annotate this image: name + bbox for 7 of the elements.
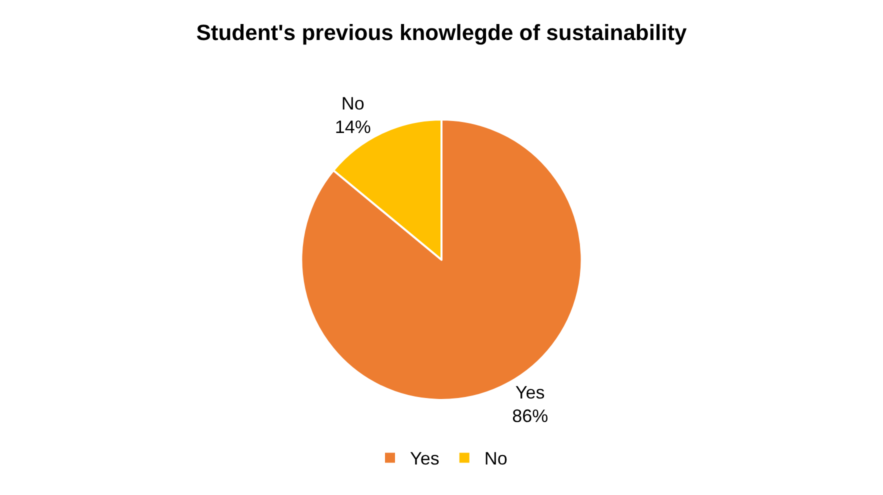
legend-label: Yes — [410, 448, 440, 469]
legend-label: No — [484, 448, 508, 469]
data-label: 86% — [512, 406, 548, 426]
chart-title: Student's previous knowlegde of sustainability — [196, 20, 688, 46]
data-label: 14% — [334, 116, 371, 137]
slice-label: Yes — [515, 382, 545, 403]
slice-label: No — [341, 93, 364, 114]
